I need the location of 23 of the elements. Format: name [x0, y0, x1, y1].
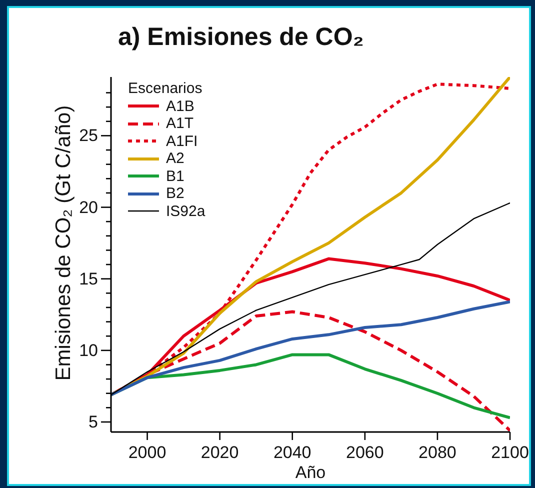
y-axis-title: Emisiones de CO₂ (Gt C/año)	[52, 104, 76, 380]
x-tick-label: 2060	[346, 443, 384, 462]
x-tick-label: 2020	[200, 443, 239, 462]
y-tick-label: 20	[79, 198, 98, 217]
legend-label: A2	[166, 150, 184, 168]
x-tick-label: 2100	[491, 443, 529, 462]
y-tick-label: 5	[88, 412, 98, 432]
legend-label: A1B	[166, 98, 194, 115]
legend-title: Escenarios	[128, 80, 204, 98]
x-tick-label: 2040	[273, 443, 312, 462]
legend-label: IS92a	[166, 202, 206, 220]
y-tick-label: 15	[79, 269, 98, 288]
x-tick-label: 2080	[418, 443, 456, 462]
chart-title: a) Emisiones de CO₂	[118, 22, 364, 52]
legend-label: A1T	[166, 115, 194, 132]
x-tick-label: 2000	[128, 443, 166, 462]
y-tick-label: 25	[79, 126, 98, 146]
legend-label: B2	[166, 185, 184, 202]
x-axis-title: Año	[295, 463, 326, 483]
legend-label: B1	[166, 168, 184, 185]
y-tick-label: 10	[79, 340, 98, 360]
line-series	[111, 300, 510, 396]
legend-label: A1FI	[166, 132, 198, 150]
